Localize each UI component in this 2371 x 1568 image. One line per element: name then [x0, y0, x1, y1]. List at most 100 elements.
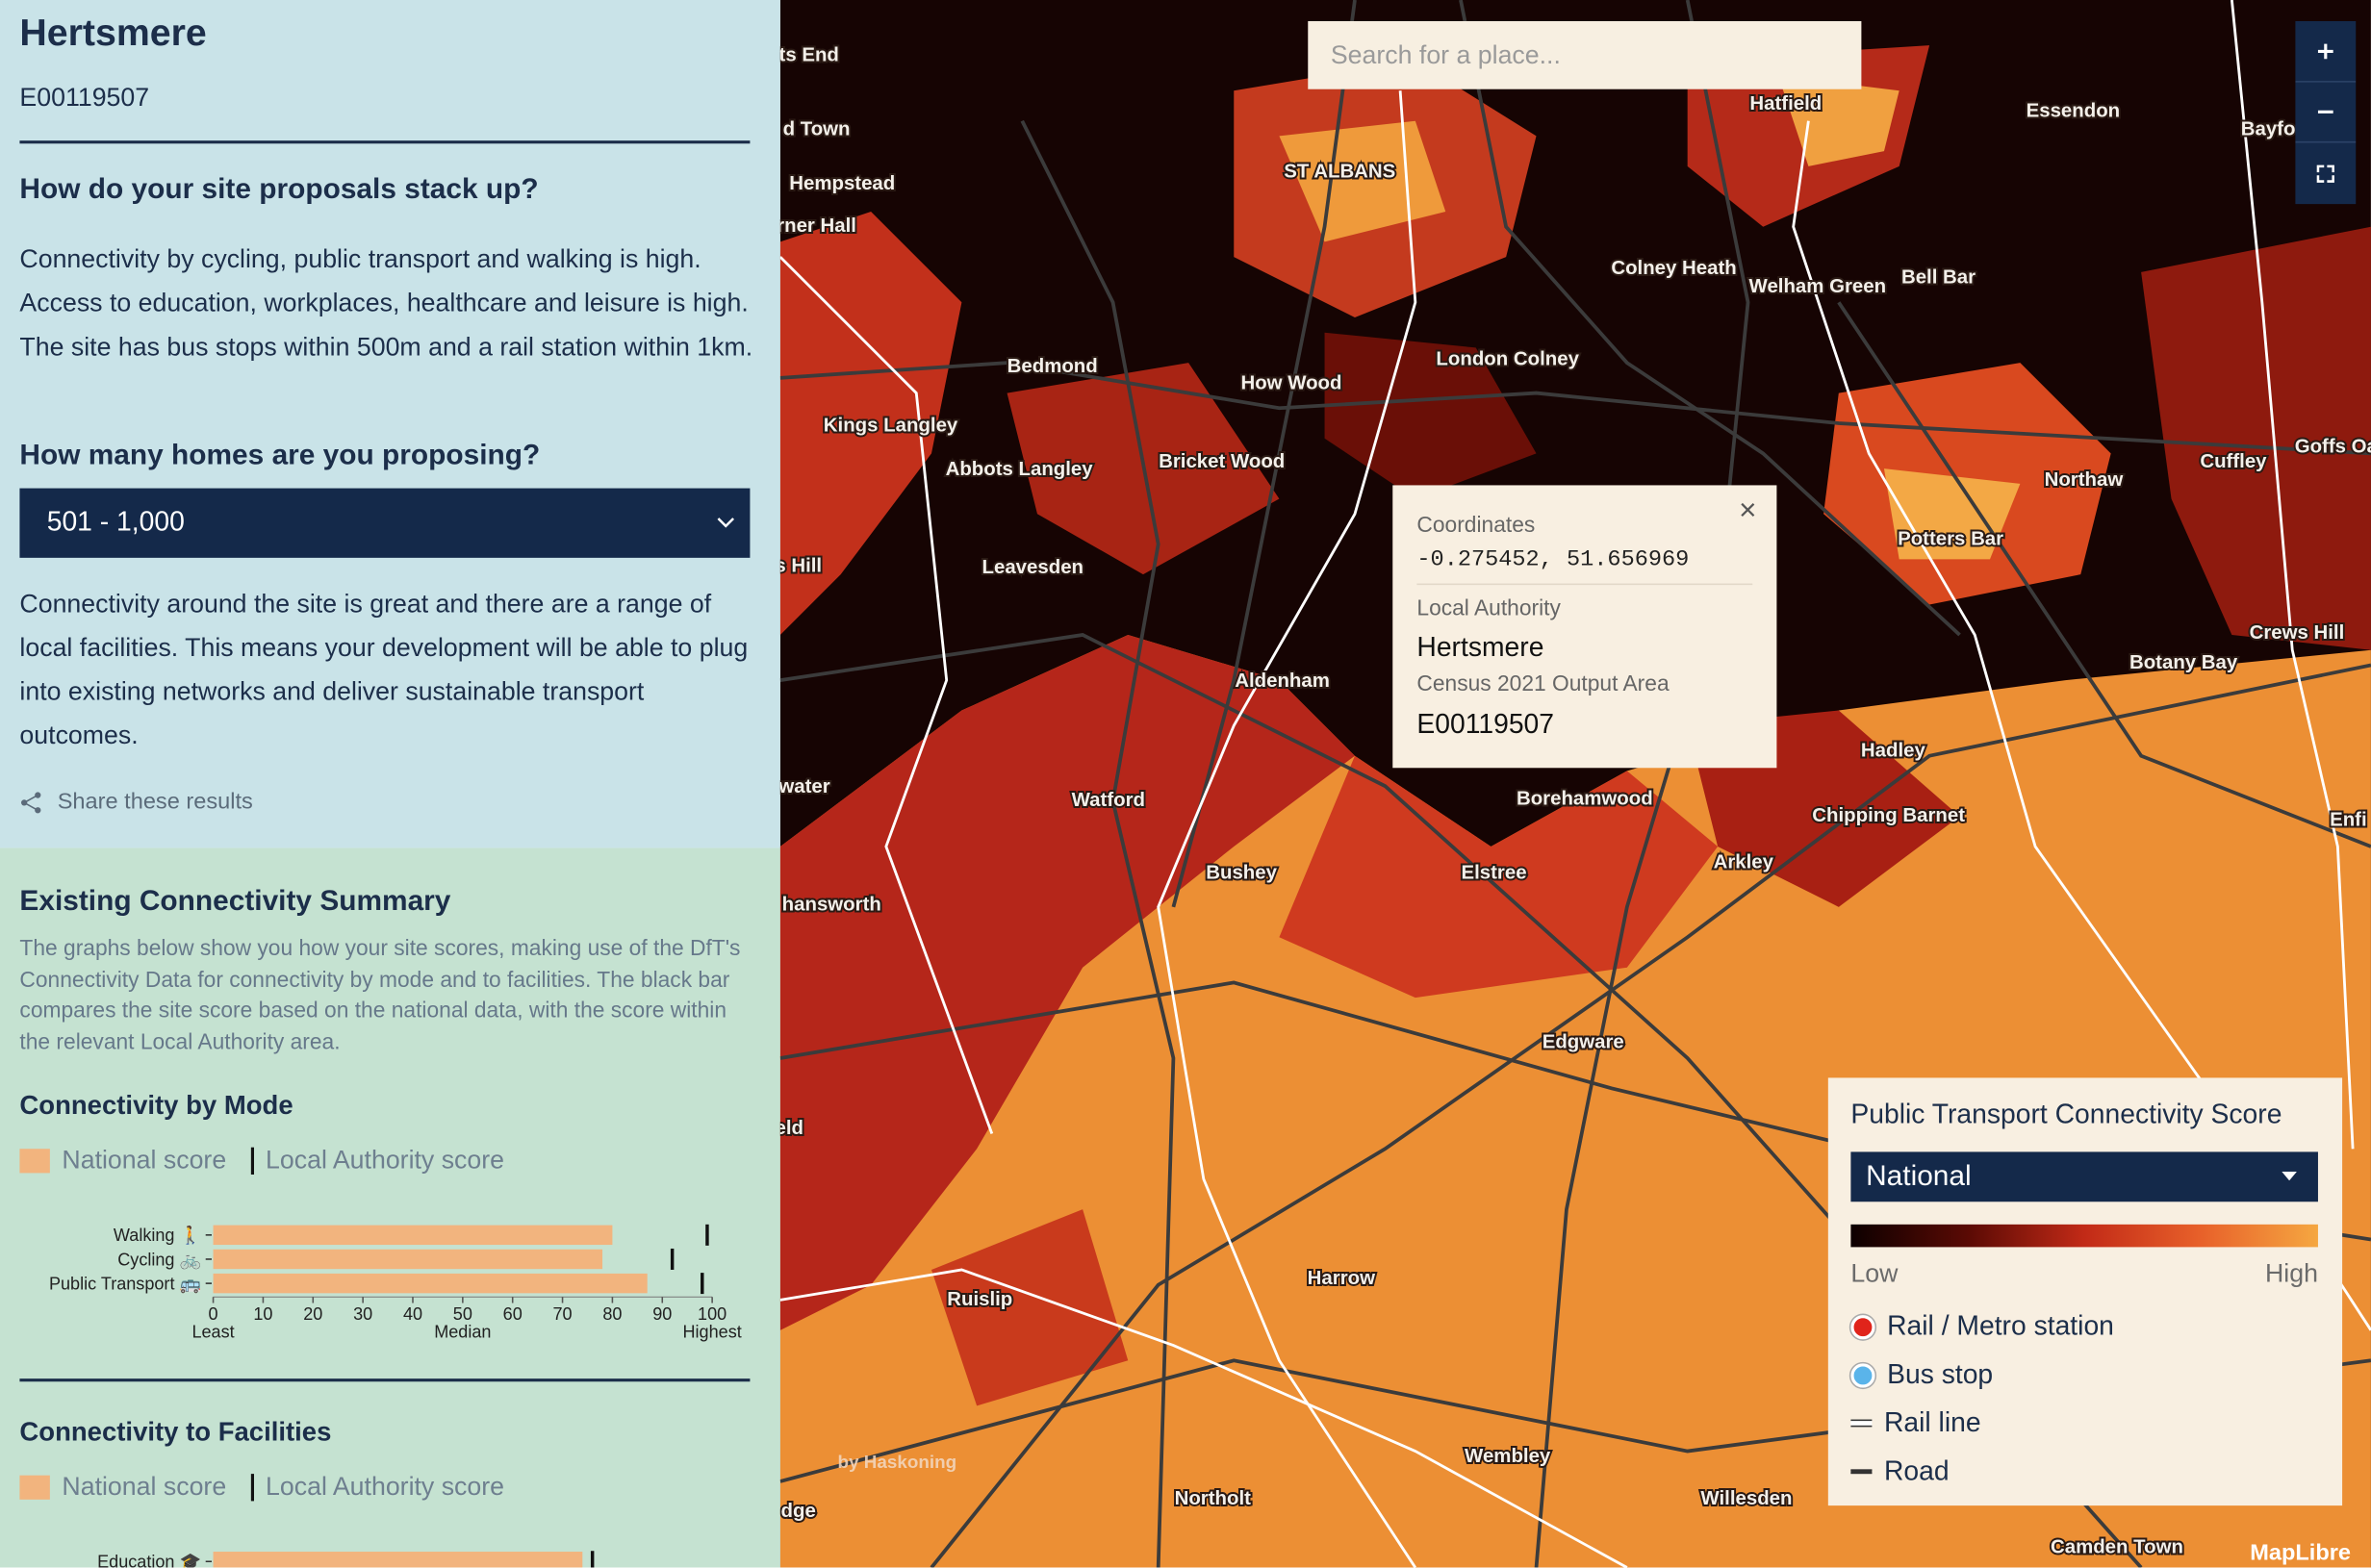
popup-label: Local Authority — [1416, 596, 1561, 621]
legend-swatch — [19, 1475, 50, 1500]
place-label: Welham Green — [1749, 276, 1887, 297]
scale-high: High — [2265, 1258, 2318, 1288]
control-icons[interactable] — [2295, 21, 2357, 204]
score-select[interactable]: National — [1850, 1151, 2318, 1202]
place-label: Potters Bar — [1898, 528, 2003, 549]
bar — [213, 1249, 603, 1270]
place-label: Essendon — [2027, 101, 2121, 122]
facilities-chart: Education 🎓 — [97, 1551, 595, 1568]
attribution: MapLibre — [2250, 1540, 2352, 1566]
axis-label: Least — [191, 1323, 234, 1342]
category-label: Walking 🚶 — [114, 1225, 201, 1245]
x-tick-label: 50 — [453, 1304, 472, 1324]
place-label: Enfi — [2330, 810, 2367, 831]
homes-text: Connectivity around the site is great an… — [19, 589, 749, 750]
map-area — [1324, 332, 1537, 499]
legend-icon — [1850, 1362, 1875, 1387]
legend-label: Rail / Metro station — [1887, 1310, 2114, 1341]
chart-title: Connectivity to Facilities — [19, 1416, 332, 1447]
place-label: hansworth — [782, 895, 881, 916]
popup-label: Census 2021 Output Area — [1416, 672, 1670, 697]
search-box[interactable]: Search for a place... — [1308, 20, 1862, 89]
x-tick-label: 80 — [602, 1304, 622, 1324]
info-popup: Coordinates -0.275452, 51.656969 Local A… — [1392, 485, 1777, 769]
place-label: Elstree — [1462, 863, 1527, 884]
legend-item: Rail line — [1850, 1406, 1981, 1439]
popup-close[interactable]: × — [1739, 493, 1757, 528]
x-tick-label: 10 — [253, 1304, 272, 1324]
place-label: Cuffley — [2200, 451, 2267, 472]
question: How many homes are you proposing? — [19, 440, 541, 472]
chevron-icon — [717, 518, 735, 528]
place-label: dge — [781, 1501, 816, 1522]
legend-item: Rail / Metro station — [1850, 1310, 2114, 1342]
map-area — [1279, 755, 1719, 999]
place-label: Wembley — [1465, 1446, 1551, 1467]
legend-label: Road — [1883, 1455, 1950, 1486]
legend-label: National score — [62, 1146, 227, 1175]
place-label: Bell Bar — [1901, 267, 1976, 289]
section-description: The graphs below show you how your site … — [19, 937, 741, 1055]
place-label: Borehamwood — [1517, 789, 1653, 810]
place-label: Watford — [1072, 790, 1145, 811]
place-label: Aldenham — [1235, 670, 1330, 692]
popup-value: -0.275452, 51.656969 — [1416, 546, 1690, 573]
legend-label: Rail line — [1883, 1406, 1981, 1438]
share-icon — [20, 791, 41, 813]
x-tick-label: 40 — [403, 1304, 422, 1324]
place-label: Arkley — [1714, 852, 1774, 873]
question: How do your site proposals stack up? — [19, 173, 539, 206]
divider — [19, 140, 751, 144]
place-label: Willesden — [1700, 1488, 1792, 1509]
legend-icon — [1850, 1469, 1873, 1475]
x-tick-label: 90 — [652, 1304, 672, 1324]
place-label: Abbots Langley — [946, 459, 1094, 480]
legend-icon — [1850, 1419, 1873, 1428]
place-label: London Colney — [1436, 348, 1579, 369]
legend-item: Bus stop — [1850, 1359, 1993, 1391]
section-title: Existing Connectivity Summary — [19, 885, 451, 918]
place-label: Northaw — [2045, 469, 2124, 491]
map-controls — [2295, 20, 2357, 205]
chart-title: Connectivity by Mode — [19, 1089, 293, 1121]
x-tick-label: 60 — [503, 1304, 523, 1324]
share-link[interactable]: Share these results — [19, 789, 253, 815]
roads — [779, 0, 2371, 1568]
place-label: Camden Town — [2051, 1537, 2183, 1558]
map-area — [1777, 75, 1899, 166]
place-label: Edgware — [1542, 1032, 1624, 1053]
place-label: Kings Langley — [824, 416, 958, 437]
map-area — [2141, 226, 2371, 650]
scale-low: Low — [1850, 1258, 1899, 1288]
legend-swatch — [250, 1474, 254, 1502]
popup-value: Hertsmere — [1416, 631, 1544, 663]
divider — [19, 1378, 751, 1382]
homes-select[interactable]: 501 - 1,000 — [19, 488, 751, 558]
place-label: Hempstead — [789, 173, 895, 194]
place-label: s Hill — [780, 556, 822, 577]
legend-swatch — [19, 1149, 50, 1174]
x-tick-label: 0 — [209, 1304, 218, 1324]
legend-label: National score — [62, 1472, 227, 1502]
place-label: Northolt — [1175, 1488, 1252, 1509]
bar — [213, 1273, 648, 1294]
place-label: Colney Heath — [1611, 258, 1736, 279]
site-panel: Hertsmere E00119507 How do your site pro… — [0, 0, 780, 848]
place-label: Hadley — [1861, 740, 1926, 761]
map[interactable]: ST ALBANS Hatfield Essendon Bayfo Hempstead C… — [779, 0, 2371, 1568]
legend-label: Local Authority score — [266, 1472, 505, 1502]
popup-divider — [1416, 583, 1753, 586]
summary-panel: Existing Connectivity Summary The graphs… — [0, 847, 780, 1568]
mode-chart: Walking 🚶 Cycling 🚲 Public Transport 🚌 0 10 2… — [49, 1224, 742, 1342]
place-label: rner Hall — [780, 215, 856, 237]
legend-icon — [1850, 1314, 1875, 1339]
place-label: water — [780, 776, 830, 797]
place-label: Bushey — [1206, 863, 1277, 884]
category-label: Public Transport 🚌 — [49, 1274, 202, 1293]
select-value: National — [1866, 1160, 1972, 1193]
legend-label: Bus stop — [1887, 1358, 1994, 1390]
legend-label: Local Authority score — [266, 1146, 505, 1175]
color-scale — [1850, 1224, 2318, 1248]
